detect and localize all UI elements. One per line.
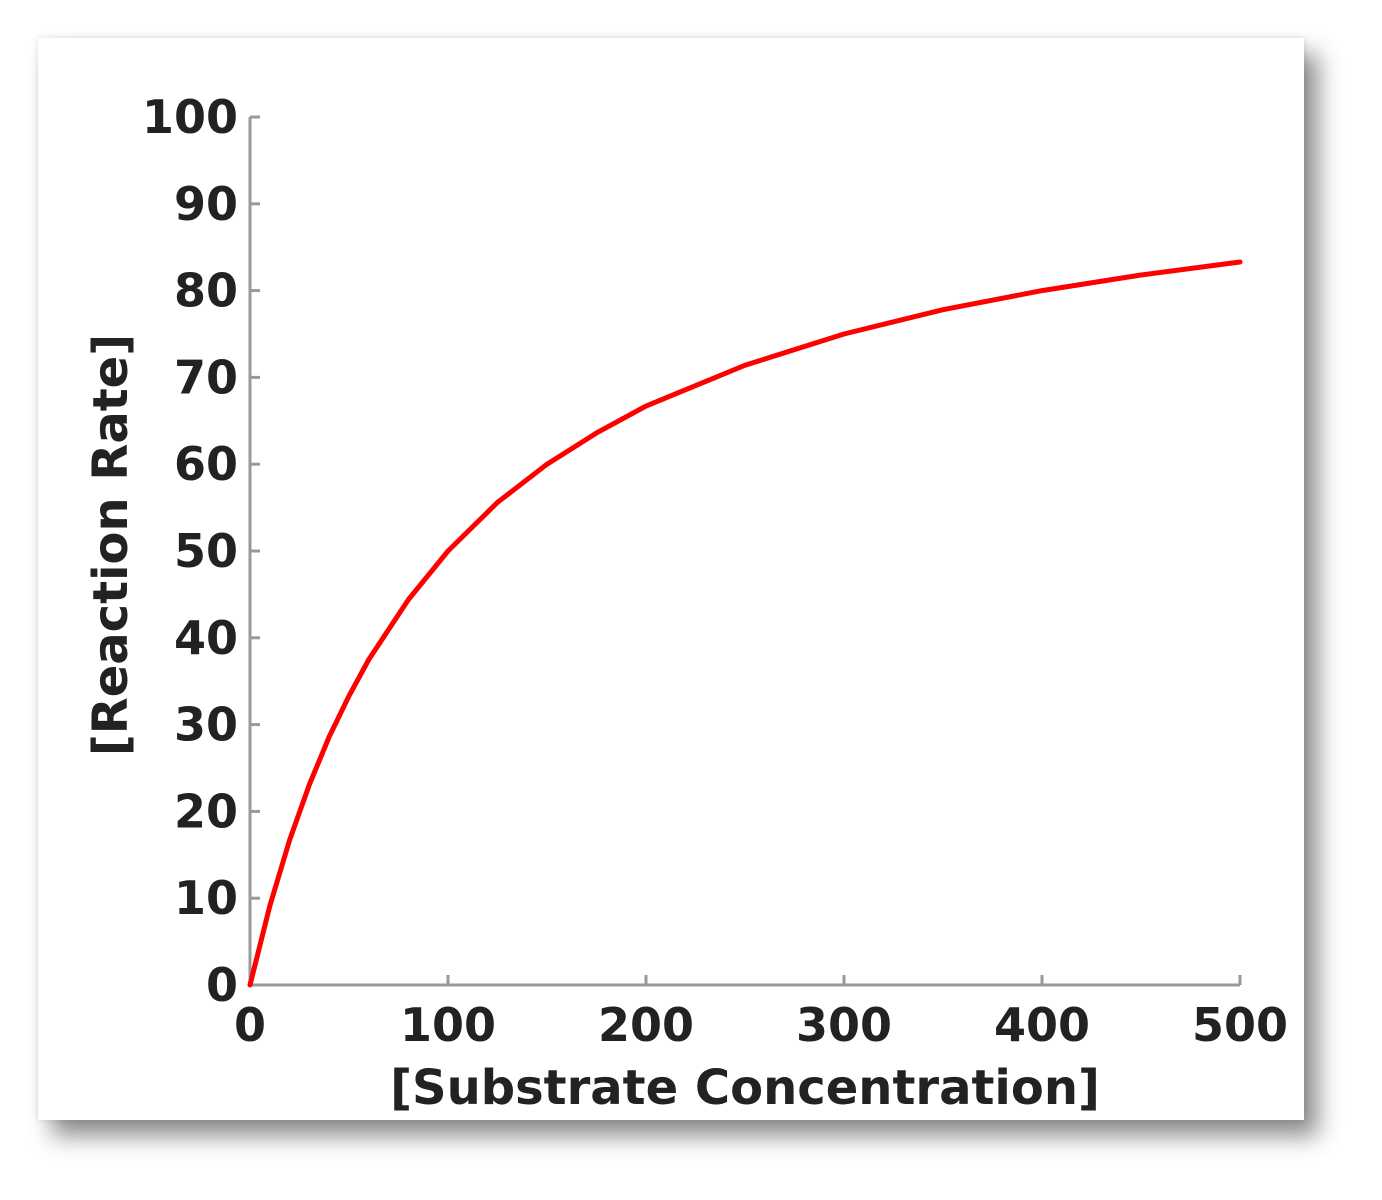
x-tick-label: 0	[234, 998, 266, 1052]
y-tick-label: 90	[174, 177, 238, 231]
y-axis-title: [Reaction Rate]	[83, 334, 139, 756]
x-tick-label: 100	[400, 998, 496, 1052]
y-tick-label: 40	[174, 611, 238, 665]
y-tick-label: 30	[174, 698, 238, 752]
x-tick-label: 300	[796, 998, 892, 1052]
y-tick-label: 70	[174, 350, 238, 404]
ticks: 0 10 20 30 40 50 60 70 80 90 100 0 100 200 300 400 500	[142, 90, 1288, 1052]
y-tick-label: 80	[174, 264, 238, 318]
y-tick-label: 60	[174, 437, 238, 491]
y-tick-label: 20	[174, 784, 238, 838]
y-tick-label: 50	[174, 524, 238, 578]
axes	[248, 117, 1240, 987]
y-tick-label: 0	[206, 958, 238, 1012]
y-tick-label: 100	[142, 90, 238, 144]
x-tick-label: 200	[598, 998, 694, 1052]
x-tick-label: 400	[994, 998, 1090, 1052]
y-tick-label: 10	[174, 871, 238, 925]
reaction-rate-curve	[247, 259, 1243, 988]
x-axis-title: [Substrate Concentration]	[390, 1060, 1100, 1116]
x-tick-label: 500	[1192, 998, 1288, 1052]
